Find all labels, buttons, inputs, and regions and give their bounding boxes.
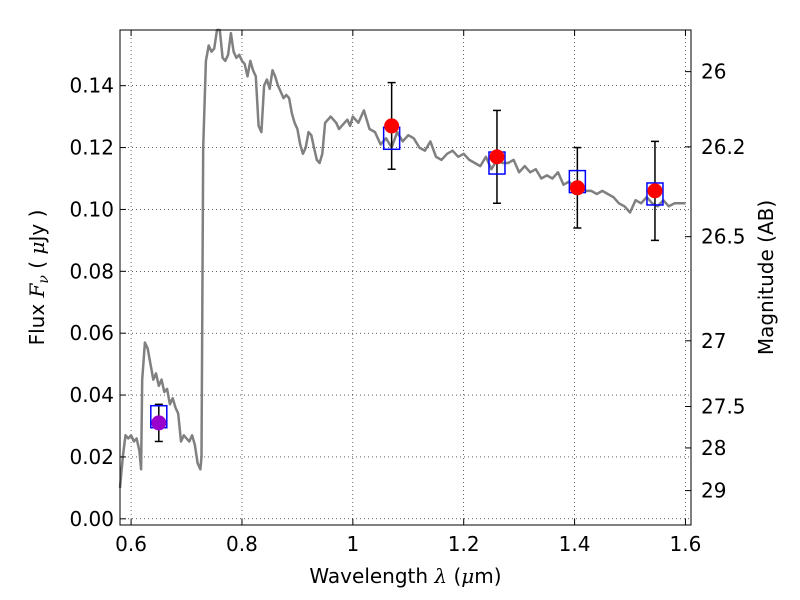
y-tick-label: 0.00 <box>69 507 114 531</box>
y-tick-label: 0.04 <box>69 383 114 407</box>
x-tick-label: 1.6 <box>670 532 702 556</box>
right-tick-label: 26 <box>701 60 726 84</box>
y-axis-right-label: Magnitude (AB) <box>754 200 778 355</box>
x-tick-label: 1 <box>346 532 359 556</box>
right-tick-label: 27 <box>701 329 726 353</box>
y-tick-label: 0.08 <box>69 259 114 283</box>
data-point <box>647 183 663 199</box>
right-tick-label: 27.5 <box>701 394 746 418</box>
x-tick-label: 1.2 <box>448 532 480 556</box>
x-tick-label: 1.4 <box>559 532 591 556</box>
right-tick-label: 28 <box>701 436 726 460</box>
y-tick-label: 0.14 <box>69 74 114 98</box>
right-tick-label: 26.2 <box>701 135 746 159</box>
series-layer <box>118 28 686 489</box>
ticks: 0.6 0.8 1 1.2 1.4 1.6 0.00 0.02 0.04 0.06 0.08 0.10… <box>69 30 746 556</box>
model-square-marker <box>646 182 664 206</box>
y-axis-label: Flux Fν ( μJy ) <box>25 210 52 346</box>
data-point <box>489 149 505 165</box>
plot-frame <box>119 29 692 526</box>
spectrum-line <box>118 28 686 489</box>
right-tick-label: 26.5 <box>701 225 746 249</box>
x-tick-label: 0.8 <box>226 532 258 556</box>
x-tick-label: 0.6 <box>115 532 147 556</box>
data-point <box>384 118 400 134</box>
y-tick-label: 0.10 <box>69 197 114 221</box>
data-point <box>151 415 167 431</box>
y-tick-label: 0.06 <box>69 321 114 345</box>
grid <box>120 30 691 525</box>
y-tick-label: 0.12 <box>69 136 114 160</box>
x-axis-label: Wavelength λ (μm) <box>309 564 501 588</box>
y-tick-label: 0.02 <box>69 445 114 469</box>
right-tick-label: 29 <box>701 479 726 503</box>
data-point <box>569 180 585 196</box>
